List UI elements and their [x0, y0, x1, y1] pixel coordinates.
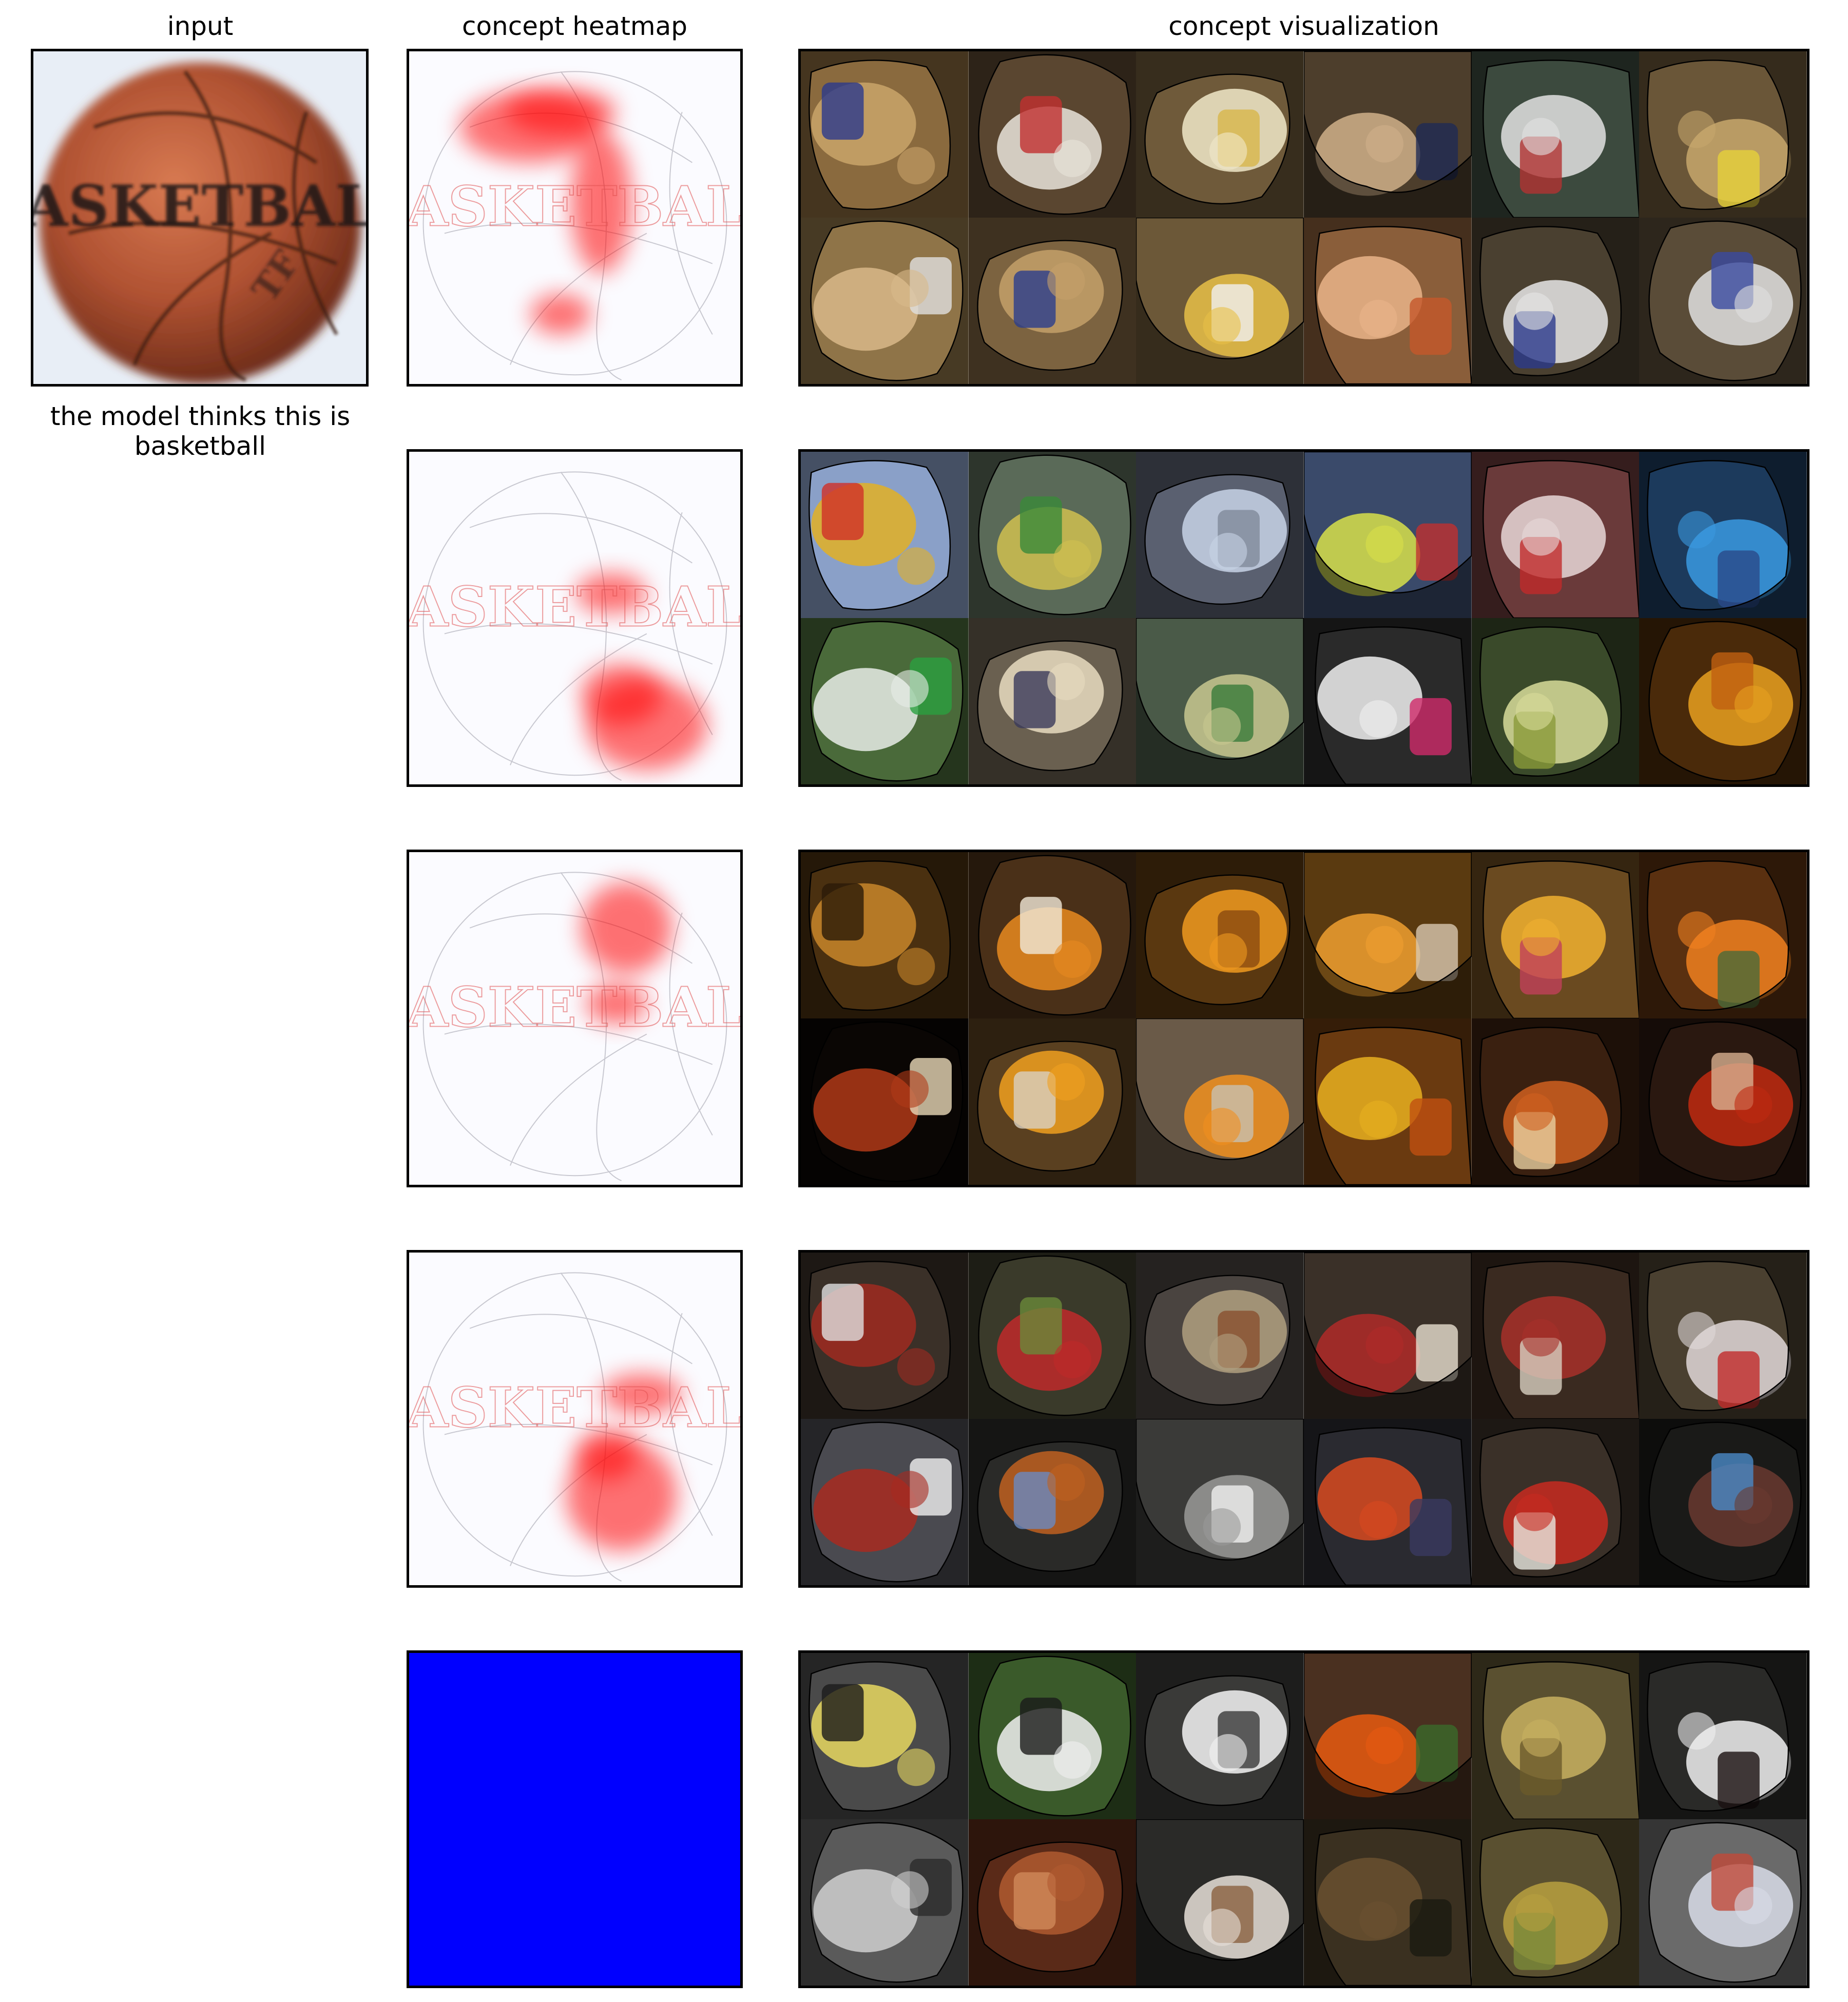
concept-tile-cello-body-orange — [1136, 852, 1304, 1018]
concept-tile-orange-peppers — [1303, 1653, 1472, 1819]
concept-tile-rugby-ball-gilbert — [1303, 618, 1472, 784]
concept-tile-white-blob-face — [1136, 1653, 1304, 1819]
concept-tile-basketball-player-yellow — [1639, 51, 1807, 218]
concept-tile-basketball-court-players — [801, 51, 969, 218]
visualization-column-header: concept visualization — [1168, 11, 1439, 41]
concept-tile-basketball-player-legs — [1471, 51, 1640, 218]
concept-tile-papaya-slice — [1136, 1018, 1304, 1185]
concept-tile-diced-papaya — [968, 1018, 1137, 1185]
heatmap-text-ghost: ASKETBAL — [409, 575, 740, 640]
input-image-text: ASKETBAL — [33, 173, 366, 240]
concept-heatmap-4: ASKETBAL — [407, 1250, 743, 1588]
concept-tile-basketball-players-jumping — [1639, 218, 1807, 384]
heatmap-text-ghost: ASKETBAL — [409, 175, 740, 239]
concept-tile-blurry-red-brown — [968, 1819, 1137, 1986]
input-column-header: input — [167, 11, 234, 41]
heatmap-text-ghost: ASKETBAL — [409, 1376, 740, 1440]
concept-tile-plush-chick-dog — [801, 1653, 969, 1819]
concept-tile-red-train — [968, 1253, 1137, 1419]
heatmap-hotspot — [575, 573, 647, 614]
heatmap-edge-outline — [422, 872, 727, 1182]
concept-tile-red-barn-sky — [801, 1419, 969, 1585]
concept-tile-violin-f-hole — [801, 852, 969, 1018]
input-image: ASKETBAL TF — [31, 49, 369, 387]
concept-tile-chopped-squash — [1471, 852, 1640, 1018]
concept-tile-blimp-blue-sky — [1639, 452, 1807, 618]
concept-tile-volleyball-player — [1303, 452, 1472, 618]
concept-visualization-5 — [798, 1650, 1810, 1988]
concept-visualization-3 — [798, 850, 1810, 1187]
heatmap-background — [409, 852, 740, 1185]
concept-tile-dark-animal — [1303, 1819, 1472, 1986]
concept-visualization-1 — [798, 49, 1810, 387]
heatmap-hotspot — [601, 1374, 682, 1415]
concept-tile-blurry-yellow-dog — [1471, 1653, 1640, 1819]
heatmap-hotspot — [581, 882, 672, 974]
concept-tile-bernese-dog-face — [1639, 1653, 1807, 1819]
concept-heatmap-5 — [407, 1650, 743, 1988]
concept-visualization-4 — [798, 1250, 1810, 1588]
concept-tile-basketball-hand-ball — [1303, 218, 1472, 384]
concept-tile-papaya-slices — [1303, 852, 1472, 1018]
heatmap-hotspot — [571, 132, 632, 274]
concept-tile-wooden-shed-window — [1136, 1419, 1304, 1585]
concept-tile-barometer-gauge — [1639, 618, 1807, 784]
heatmap-text-ghost: ASKETBAL — [409, 976, 740, 1040]
heatmap-hotspot — [575, 1429, 637, 1480]
concept-tile-freight-car-desert — [1136, 1253, 1304, 1419]
concept-tile-cello-on-black — [801, 1018, 969, 1185]
concept-tile-barn-roof-shadow — [1639, 1419, 1807, 1585]
concept-tile-cello-bow — [968, 852, 1137, 1018]
concept-tile-red-barn-field — [1303, 1253, 1472, 1419]
concept-tile-ruler-measure — [968, 618, 1137, 784]
concept-tile-basketball-dribble-court — [801, 218, 969, 384]
concept-tile-basketball-player-dribbling — [1136, 51, 1304, 218]
concept-tile-passenger-train — [1639, 1253, 1807, 1419]
heatmap-hotspot — [505, 89, 617, 135]
concept-tile-red-barn — [801, 1253, 969, 1419]
prediction-caption: the model thinks this is basketball — [50, 401, 351, 461]
concept-tile-container-crane — [1639, 1819, 1807, 1986]
concept-tile-orange-locomotive — [1303, 1419, 1472, 1585]
concept-tile-rugby-ball-green — [801, 618, 969, 784]
concept-heatmap-1: ASKETBAL — [407, 49, 743, 387]
concept-tile-cello-player — [1639, 1018, 1807, 1185]
concept-tile-hot-air-balloon-striped — [801, 452, 969, 618]
concept-heatmap-2: ASKETBAL — [407, 449, 743, 787]
concept-tile-white-squirrel — [1136, 1819, 1304, 1986]
concept-tile-dog-on-grass — [968, 1653, 1137, 1819]
basketball-image: ASKETBAL TF — [33, 51, 366, 384]
concept-tile-balloon-kinder-text — [1471, 452, 1640, 618]
concept-tile-hot-air-balloon-green — [968, 452, 1137, 618]
concept-tile-cello-strings — [1471, 1018, 1640, 1185]
heatmap-hotspot — [530, 294, 591, 335]
concept-tile-basketball-player-fallen — [1303, 51, 1472, 218]
concept-tile-basketball-coach-yellow — [1136, 218, 1304, 384]
concept-tile-basketball-court-lines — [968, 218, 1137, 384]
heatmap-blank-fill — [409, 1653, 740, 1986]
concept-tile-yellow-dog-legs — [1471, 1819, 1640, 1986]
concept-tile-blimp-sky — [1136, 452, 1304, 618]
concept-tile-cello-seated — [968, 1419, 1137, 1585]
heatmap-hotspot — [586, 984, 647, 1024]
concept-tile-hot-air-balloon-basket — [1136, 618, 1304, 784]
concept-tile-basketball-player-number — [1471, 218, 1640, 384]
heatmap-background — [409, 1253, 740, 1585]
concept-tile-grayscale-object — [801, 1819, 969, 1986]
heatmap-hotspot — [581, 664, 662, 725]
concept-visualization-2 — [798, 449, 1810, 787]
concept-tile-squash-vegetable — [1471, 618, 1640, 784]
concept-tile-mango-pieces — [1303, 1018, 1472, 1185]
concept-heatmap-3: ASKETBAL — [407, 850, 743, 1187]
concept-tile-red-locomotive — [1471, 1419, 1640, 1585]
concept-tile-carved-pumpkin — [1639, 852, 1807, 1018]
concept-tile-basketball-players-jerseys — [968, 51, 1137, 218]
concept-tile-red-barn-door — [1471, 1253, 1640, 1419]
heatmap-column-header: concept heatmap — [461, 11, 688, 41]
